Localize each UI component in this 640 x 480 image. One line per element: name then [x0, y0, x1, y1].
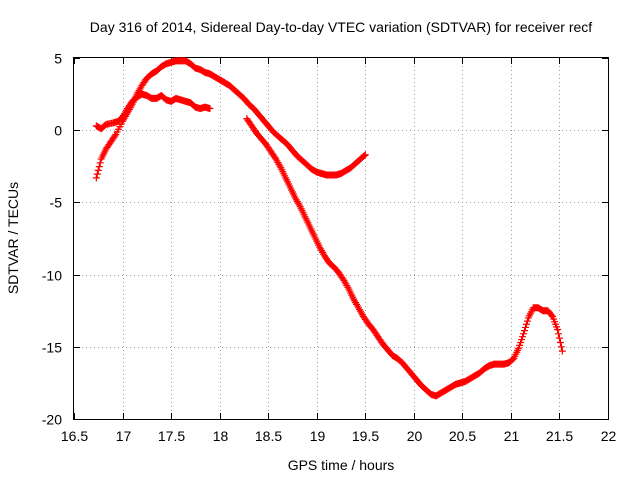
data-points [92, 57, 566, 400]
x-tick-label: 18 [213, 428, 229, 444]
x-tick-label: 20 [407, 428, 423, 444]
x-tick-label: 17.5 [158, 428, 185, 444]
data-point-marker [94, 166, 102, 174]
series-track-1 [92, 90, 214, 133]
x-axis-label: GPS time / hours [288, 457, 395, 473]
series-track-2 [92, 57, 369, 182]
data-point-marker [555, 334, 563, 342]
data-point-marker [206, 105, 214, 113]
grid-lines [74, 58, 608, 419]
chart-title: Day 316 of 2014, Sidereal Day-to-day VTE… [90, 19, 592, 35]
data-point-marker [92, 174, 100, 182]
data-point-marker [360, 152, 368, 160]
data-point-marker [557, 343, 565, 351]
series-track-3 [243, 115, 566, 400]
y-tick-label: -10 [42, 268, 62, 284]
data-point-marker [523, 317, 531, 325]
x-tick-label: 20.5 [449, 428, 476, 444]
plot-frame [73, 57, 609, 420]
data-point-marker [520, 330, 528, 338]
data-point-marker [96, 159, 104, 167]
y-tick-label: -5 [50, 195, 63, 211]
data-point-marker [344, 283, 352, 291]
data-point-marker [558, 347, 566, 355]
data-point-marker [522, 320, 530, 328]
y-tick-label: 5 [54, 51, 62, 67]
data-point-marker [127, 102, 135, 110]
data-point-marker [521, 327, 529, 335]
x-tick-label: 21.5 [546, 428, 573, 444]
x-tick-label: 17 [116, 428, 132, 444]
x-tick-label: 16.5 [61, 428, 88, 444]
data-point-marker [521, 323, 529, 331]
x-tick-label: 22 [601, 428, 617, 444]
data-point-marker [554, 325, 562, 333]
data-point-marker [111, 132, 119, 140]
data-point-marker [361, 151, 369, 159]
data-point-marker [295, 201, 303, 209]
data-point-marker [95, 163, 103, 171]
data-point-marker [548, 311, 556, 319]
y-axis-label: SDTVAR / TECUs [5, 182, 21, 294]
y-tick-label: -20 [42, 412, 62, 428]
y-tick-label: -15 [42, 340, 62, 356]
y-axis-ticks: 5 0 -5 -10 -15 -20 [42, 51, 608, 428]
x-tick-label: 19 [310, 428, 326, 444]
x-axis-ticks: 16.5 17 17.5 18 18.5 19 19.5 20 20.5 21 21.5 22 [61, 58, 617, 444]
y-tick-label: 0 [54, 123, 62, 139]
x-tick-label: 21 [504, 428, 520, 444]
data-point-marker [554, 330, 562, 338]
data-point-marker [93, 170, 101, 178]
data-point-marker [276, 162, 284, 170]
x-tick-label: 19.5 [352, 428, 379, 444]
data-point-marker [556, 338, 564, 346]
x-tick-label: 18.5 [255, 428, 282, 444]
